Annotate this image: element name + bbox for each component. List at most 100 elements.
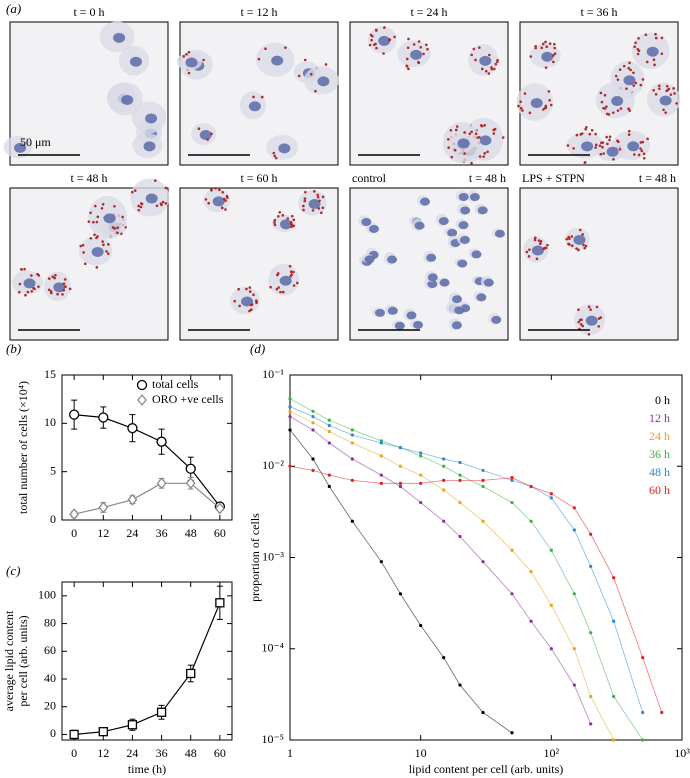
lipid-droplet [257, 57, 261, 61]
lipid-droplet [551, 54, 555, 57]
lipid-droplet [197, 127, 201, 131]
lipid-droplet [533, 236, 537, 240]
x-tick-label: 0 [71, 526, 77, 540]
lipid-droplet [202, 58, 205, 62]
y-tick-label: 10⁻² [262, 458, 284, 472]
point [510, 592, 514, 596]
lipid-droplet [382, 52, 385, 55]
nucleus [458, 221, 469, 230]
lipid-droplet [426, 47, 429, 51]
lipid-droplet [297, 74, 301, 78]
lipid-droplet [605, 105, 608, 108]
lipid-droplet [633, 153, 636, 156]
x-tick-label: 12 [97, 526, 109, 540]
lipid-droplet [549, 103, 553, 107]
lipid-droplet [254, 299, 258, 302]
point [98, 501, 109, 514]
point [549, 647, 553, 651]
y-axis-label: average lipid content [2, 610, 16, 711]
lipid-droplet [540, 46, 544, 50]
nucleus [361, 217, 372, 226]
lipid-droplet [542, 108, 545, 111]
lipid-droplet [375, 28, 378, 32]
nucleus [581, 141, 594, 152]
image-label: t = 48 h [639, 171, 676, 185]
lipid-droplet [581, 324, 585, 328]
x-axis-label: lipid content per cell (arb. units) [409, 762, 564, 776]
lipid-droplet [588, 132, 592, 136]
nucleus [121, 94, 134, 105]
lipid-droplet [583, 246, 586, 250]
image-title: t = 0 h [73, 5, 104, 19]
lipid-droplet [314, 89, 317, 93]
lipid-droplet [632, 71, 635, 75]
lipid-droplet [24, 293, 27, 297]
lipid-droplet [545, 45, 549, 49]
nucleus [623, 75, 636, 86]
lipid-droplet [50, 291, 53, 295]
lipid-droplet [82, 251, 85, 254]
point [589, 532, 593, 536]
lipid-droplet [92, 220, 95, 224]
lipid-droplet [622, 64, 626, 68]
point [311, 415, 315, 419]
x-tick-label: 10 [415, 746, 427, 760]
lipid-droplet [139, 205, 143, 209]
lipid-droplet [483, 123, 486, 127]
lipid-droplet [292, 284, 296, 287]
lipid-droplet [164, 202, 168, 205]
nucleus [413, 320, 424, 329]
nucleus [368, 224, 379, 233]
nucleus [103, 213, 116, 224]
lipid-droplet [111, 226, 115, 229]
point [311, 468, 315, 473]
y-tick-label: 10⁻⁵ [261, 732, 284, 746]
lipid-droplet [182, 55, 186, 58]
nucleus [483, 278, 494, 287]
nucleus [494, 229, 505, 238]
point [510, 548, 514, 552]
lipid-droplet [321, 195, 325, 199]
lipid-droplet [608, 138, 611, 142]
point [288, 409, 292, 413]
point [549, 496, 553, 500]
point [311, 409, 315, 413]
series-line [74, 602, 221, 736]
lipid-droplet [590, 128, 594, 132]
lipid-droplet [597, 325, 600, 328]
lipid-droplet [89, 211, 92, 215]
lipid-droplet [224, 199, 227, 202]
lipid-droplet [653, 63, 656, 67]
point [288, 397, 292, 401]
point [68, 409, 80, 420]
series-line [289, 410, 615, 741]
lipid-droplet [252, 293, 255, 297]
y-tick-label: 40 [44, 671, 56, 685]
point [641, 738, 645, 742]
y-axis-label: proportion of cells [248, 513, 262, 602]
lipid-droplet [470, 130, 473, 134]
lipid-droplet [600, 100, 604, 104]
series-line [73, 482, 221, 515]
lipid-droplet [102, 243, 105, 247]
lipid-droplet [492, 132, 496, 135]
point [398, 464, 403, 468]
point [350, 441, 354, 445]
lipid-droplet [83, 262, 87, 266]
lipid-droplet [627, 133, 631, 136]
y-tick-label: 100 [38, 588, 56, 602]
lipid-droplet [601, 145, 604, 149]
lipid-droplet [484, 69, 488, 73]
point [398, 481, 403, 485]
point [98, 727, 108, 737]
lipid-droplet [567, 235, 571, 239]
point [379, 441, 383, 445]
panel-label: (b) [6, 341, 21, 356]
lipid-droplet [468, 132, 472, 136]
point [398, 592, 403, 596]
lipid-droplet [501, 136, 505, 139]
point [288, 428, 292, 432]
lipid-droplet [547, 90, 551, 93]
lipid-droplet [625, 87, 628, 90]
lipid-droplet [185, 53, 188, 56]
